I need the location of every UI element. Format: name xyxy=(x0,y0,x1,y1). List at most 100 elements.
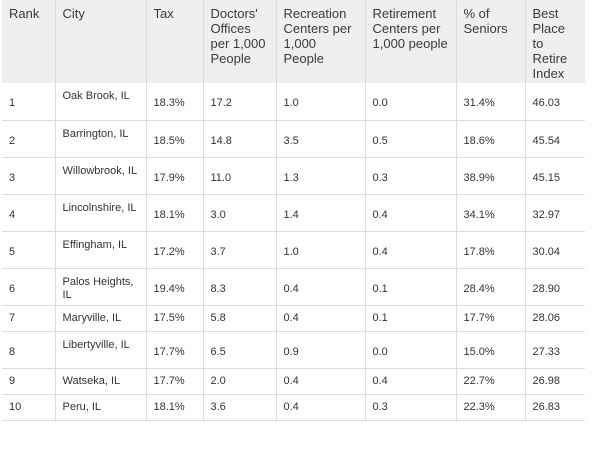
cell-tax: 18.3% xyxy=(146,83,204,121)
cell-doctors: 11.0 xyxy=(203,157,277,195)
cell-doctors: 3.6 xyxy=(203,394,277,421)
cell-tax: 17.7% xyxy=(146,331,204,369)
cell-seniors: 34.1% xyxy=(456,194,526,232)
table-row: 10 Peru, IL 18.1% 3.6 0.4 0.3 22.3% 26.8… xyxy=(2,394,585,421)
cell-tax: 18.5% xyxy=(146,120,204,158)
table-row: 5 Effingham, IL 17.2% 3.7 1.0 0.4 17.8% … xyxy=(2,231,585,269)
cell-recreation: 3.5 xyxy=(276,120,366,158)
cell-doctors: 2.0 xyxy=(203,368,277,395)
cell-retirement: 0.4 xyxy=(365,194,457,232)
cell-city: Watseka, IL xyxy=(55,368,147,395)
cell-tax: 17.9% xyxy=(146,157,204,195)
cell-seniors: 17.8% xyxy=(456,231,526,269)
table-row: 6 Palos Heights, IL 19.4% 8.3 0.4 0.1 28… xyxy=(2,268,585,306)
cell-tax: 18.1% xyxy=(146,194,204,232)
table-row: 3 Willowbrook, IL 17.9% 11.0 1.3 0.3 38.… xyxy=(2,157,585,195)
cell-city: Peru, IL xyxy=(55,394,147,421)
cell-index: 32.97 xyxy=(525,194,585,232)
cell-recreation: 1.4 xyxy=(276,194,366,232)
cell-doctors: 17.2 xyxy=(203,83,277,121)
header-index: Best Place to Retire Index xyxy=(525,0,585,83)
table-row: 8 Libertyville, IL 17.7% 6.5 0.9 0.0 15.… xyxy=(2,331,585,369)
cell-city: Palos Heights, IL xyxy=(55,268,147,306)
header-city: City xyxy=(55,0,147,83)
cell-recreation: 1.0 xyxy=(276,83,366,121)
cell-recreation: 1.3 xyxy=(276,157,366,195)
cell-index: 27.33 xyxy=(525,331,585,369)
cell-retirement: 0.3 xyxy=(365,394,457,421)
cell-index: 30.04 xyxy=(525,231,585,269)
header-recreation: Recreation Centers per 1,000 People xyxy=(276,0,366,83)
cell-doctors: 5.8 xyxy=(203,305,277,332)
cell-tax: 17.5% xyxy=(146,305,204,332)
cell-recreation: 0.4 xyxy=(276,394,366,421)
header-seniors: % of Seniors xyxy=(456,0,526,83)
cell-rank: 1 xyxy=(2,83,56,121)
cell-tax: 18.1% xyxy=(146,394,204,421)
cell-doctors: 14.8 xyxy=(203,120,277,158)
cell-retirement: 0.0 xyxy=(365,331,457,369)
table-body: 1 Oak Brook, IL 18.3% 17.2 1.0 0.0 31.4%… xyxy=(2,83,585,421)
cell-index: 28.06 xyxy=(525,305,585,332)
cell-doctors: 8.3 xyxy=(203,268,277,306)
cell-seniors: 22.3% xyxy=(456,394,526,421)
cell-city: Maryville, IL xyxy=(55,305,147,332)
cell-seniors: 17.7% xyxy=(456,305,526,332)
cell-seniors: 28.4% xyxy=(456,268,526,306)
table-row: 2 Barrington, IL 18.5% 14.8 3.5 0.5 18.6… xyxy=(2,120,585,158)
cell-seniors: 15.0% xyxy=(456,331,526,369)
retirement-ranking-table: Rank City Tax Doctors' Offices per 1,000… xyxy=(2,0,585,421)
table-header: Rank City Tax Doctors' Offices per 1,000… xyxy=(2,0,585,83)
cell-retirement: 0.1 xyxy=(365,305,457,332)
cell-retirement: 0.0 xyxy=(365,83,457,121)
cell-rank: 8 xyxy=(2,331,56,369)
cell-city: Oak Brook, IL xyxy=(55,83,147,121)
cell-index: 26.83 xyxy=(525,394,585,421)
table-row: 4 Lincolnshire, IL 18.1% 3.0 1.4 0.4 34.… xyxy=(2,194,585,232)
cell-index: 45.15 xyxy=(525,157,585,195)
cell-seniors: 38.9% xyxy=(456,157,526,195)
header-doctors: Doctors' Offices per 1,000 People xyxy=(203,0,277,83)
header-rank: Rank xyxy=(2,0,56,83)
cell-seniors: 31.4% xyxy=(456,83,526,121)
cell-doctors: 6.5 xyxy=(203,331,277,369)
cell-rank: 5 xyxy=(2,231,56,269)
cell-city: Effingham, IL xyxy=(55,231,147,269)
cell-rank: 3 xyxy=(2,157,56,195)
cell-retirement: 0.1 xyxy=(365,268,457,306)
table-row: 1 Oak Brook, IL 18.3% 17.2 1.0 0.0 31.4%… xyxy=(2,83,585,121)
cell-city: Barrington, IL xyxy=(55,120,147,158)
cell-seniors: 22.7% xyxy=(456,368,526,395)
cell-recreation: 0.4 xyxy=(276,268,366,306)
cell-rank: 2 xyxy=(2,120,56,158)
cell-rank: 4 xyxy=(2,194,56,232)
cell-retirement: 0.4 xyxy=(365,368,457,395)
cell-seniors: 18.6% xyxy=(456,120,526,158)
cell-retirement: 0.3 xyxy=(365,157,457,195)
cell-tax: 19.4% xyxy=(146,268,204,306)
header-retirement: Retirement Centers per 1,000 people xyxy=(365,0,457,83)
table-row: 7 Maryville, IL 17.5% 5.8 0.4 0.1 17.7% … xyxy=(2,305,585,332)
cell-city: Lincolnshire, IL xyxy=(55,194,147,232)
cell-index: 45.54 xyxy=(525,120,585,158)
cell-retirement: 0.4 xyxy=(365,231,457,269)
cell-rank: 10 xyxy=(2,394,56,421)
cell-rank: 9 xyxy=(2,368,56,395)
cell-rank: 6 xyxy=(2,268,56,306)
cell-rank: 7 xyxy=(2,305,56,332)
cell-recreation: 1.0 xyxy=(276,231,366,269)
cell-recreation: 0.4 xyxy=(276,368,366,395)
cell-recreation: 0.4 xyxy=(276,305,366,332)
cell-city: Willowbrook, IL xyxy=(55,157,147,195)
cell-doctors: 3.7 xyxy=(203,231,277,269)
cell-doctors: 3.0 xyxy=(203,194,277,232)
cell-tax: 17.2% xyxy=(146,231,204,269)
cell-tax: 17.7% xyxy=(146,368,204,395)
cell-retirement: 0.5 xyxy=(365,120,457,158)
table-row: 9 Watseka, IL 17.7% 2.0 0.4 0.4 22.7% 26… xyxy=(2,368,585,395)
cell-index: 46.03 xyxy=(525,83,585,121)
header-tax: Tax xyxy=(146,0,204,83)
cell-index: 26.98 xyxy=(525,368,585,395)
cell-recreation: 0.9 xyxy=(276,331,366,369)
cell-city: Libertyville, IL xyxy=(55,331,147,369)
